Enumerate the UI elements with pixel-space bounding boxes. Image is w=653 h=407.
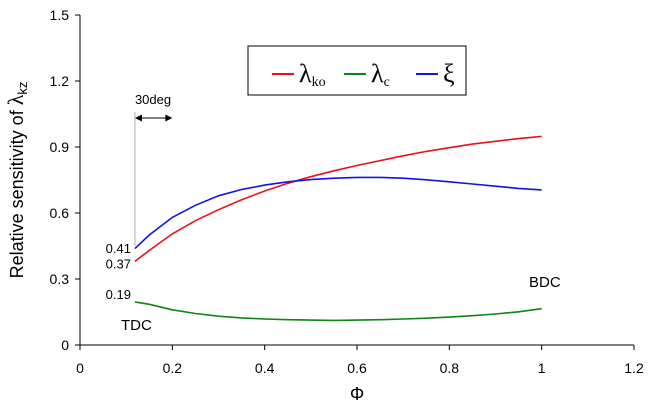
- y-tick-label: 1.2: [50, 73, 70, 89]
- x-tick-label: 0: [76, 360, 84, 376]
- axis-tick-labels: 0 0.2 0.4 0.6 0.8 1 1.2 0 0.3 0.6 0.9 1.2 1.5: [50, 7, 644, 376]
- x-tick-label: 0.6: [347, 360, 367, 376]
- x-axis-title: Φ: [350, 384, 364, 404]
- start-value-label-xi: 0.41: [106, 241, 131, 256]
- legend-box: [247, 45, 467, 96]
- x-tick-label: 0.8: [440, 360, 460, 376]
- y-tick-label: 1.5: [50, 7, 70, 23]
- y-tick-label: 0.3: [50, 271, 70, 287]
- arrow-head-left: [134, 114, 142, 122]
- y-axis-title-prefix: Relative sensitivity of: [7, 105, 27, 278]
- legend: λko λc ξ: [247, 45, 467, 96]
- arrow-head-right: [165, 114, 173, 122]
- angle-annotation-label: 30deg: [135, 92, 171, 107]
- y-tick-label: 0: [61, 337, 69, 353]
- x-tick-label: 0.2: [163, 360, 183, 376]
- x-tick-label: 1.2: [624, 360, 644, 376]
- x-tick-label: 0.4: [255, 360, 275, 376]
- series-line-1: [134, 301, 542, 322]
- y-axis-title-symbol: λ: [3, 94, 28, 105]
- y-axis-title: Relative sensitivity of λkz: [3, 82, 30, 279]
- y-tick-label: 0.9: [50, 139, 70, 155]
- y-tick-label: 0.6: [50, 205, 70, 221]
- series-layer: [134, 135, 542, 322]
- y-axis-title-subscript: kz: [15, 82, 30, 95]
- series-line-2: [134, 176, 542, 250]
- series-line-0: [134, 135, 542, 263]
- start-value-label-lambda-c: 0.19: [106, 287, 131, 302]
- axis-ticks: [75, 14, 635, 350]
- bdc-label: BDC: [529, 274, 561, 291]
- legend-label-0: λko: [299, 59, 326, 90]
- start-value-label-lambda-ko: 0.37: [106, 257, 131, 272]
- legend-label-2: ξ: [443, 59, 455, 88]
- x-tick-label: 1: [538, 360, 546, 376]
- angle-annotation-arrow: [134, 114, 173, 122]
- legend-label-1: λc: [371, 59, 390, 90]
- tdc-label: TDC: [121, 317, 152, 334]
